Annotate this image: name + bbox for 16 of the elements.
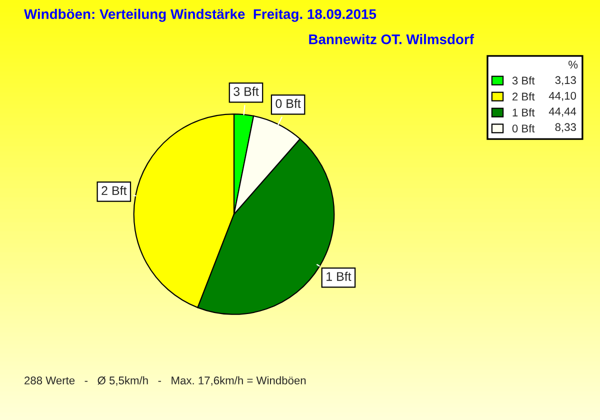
slice-label: 1 Bft xyxy=(326,272,352,281)
chart-title: Windböen: Verteilung Windstärke Freitag. 18.09.2015 xyxy=(24,8,376,22)
data-label: 8,33 xyxy=(555,123,576,132)
legend-title: % xyxy=(568,60,578,69)
legend-label: 0 Bft xyxy=(512,124,535,132)
data-label: 44,10 xyxy=(548,92,576,102)
data-label: 44,44 xyxy=(548,108,576,117)
data-label: 3,13 xyxy=(555,76,576,86)
slice-label: 0 Bft xyxy=(276,98,301,108)
legend-label: 1 Bft xyxy=(512,108,535,116)
legend-label: 2 Bft xyxy=(512,92,535,100)
slice-label: 2 Bft xyxy=(102,186,127,196)
chart-subtitle: Bannewitz OT. Wilmsdorf xyxy=(309,34,474,44)
slice-label: 3 Bft xyxy=(234,86,259,96)
text: 288 Werte - Ø 5,5km/h - Max. 17,6km/h = Windböen xyxy=(24,376,306,386)
legend-label: 3 Bft xyxy=(512,76,535,85)
